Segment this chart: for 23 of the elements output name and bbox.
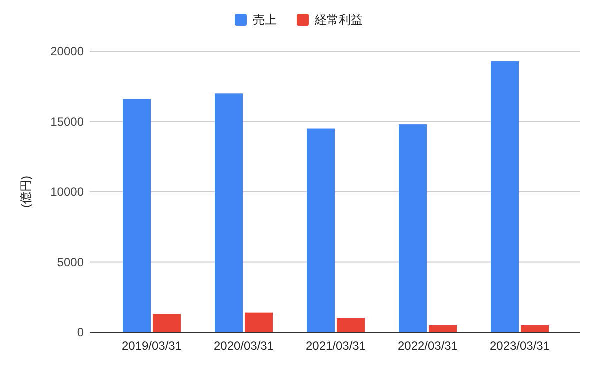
bar: [429, 325, 457, 332]
legend-label: 売上: [253, 13, 277, 27]
y-axis-title: (億円): [19, 176, 33, 208]
bar: [337, 318, 365, 332]
bar: [491, 61, 519, 332]
x-tick-label: 2021/03/31: [306, 339, 366, 353]
bar: [521, 325, 549, 332]
bar: [123, 99, 151, 332]
y-tick-label: 10000: [50, 185, 84, 199]
y-tick-label: 20000: [50, 44, 84, 58]
bar: [399, 124, 427, 332]
y-tick-label: 5000: [57, 255, 84, 270]
bar: [153, 314, 181, 332]
bar: [245, 312, 273, 332]
bar: [215, 94, 243, 332]
y-tick-label: 15000: [50, 114, 84, 129]
y-tick-label: 0: [77, 326, 84, 340]
x-tick-label: 2020/03/31: [214, 339, 274, 353]
x-tick-label: 2022/03/31: [398, 339, 458, 353]
x-tick-label: 2019/03/31: [122, 339, 182, 353]
bar: [307, 128, 335, 332]
x-tick-label: 2023/03/31: [490, 339, 550, 353]
legend-label: 経常利益: [314, 13, 363, 27]
